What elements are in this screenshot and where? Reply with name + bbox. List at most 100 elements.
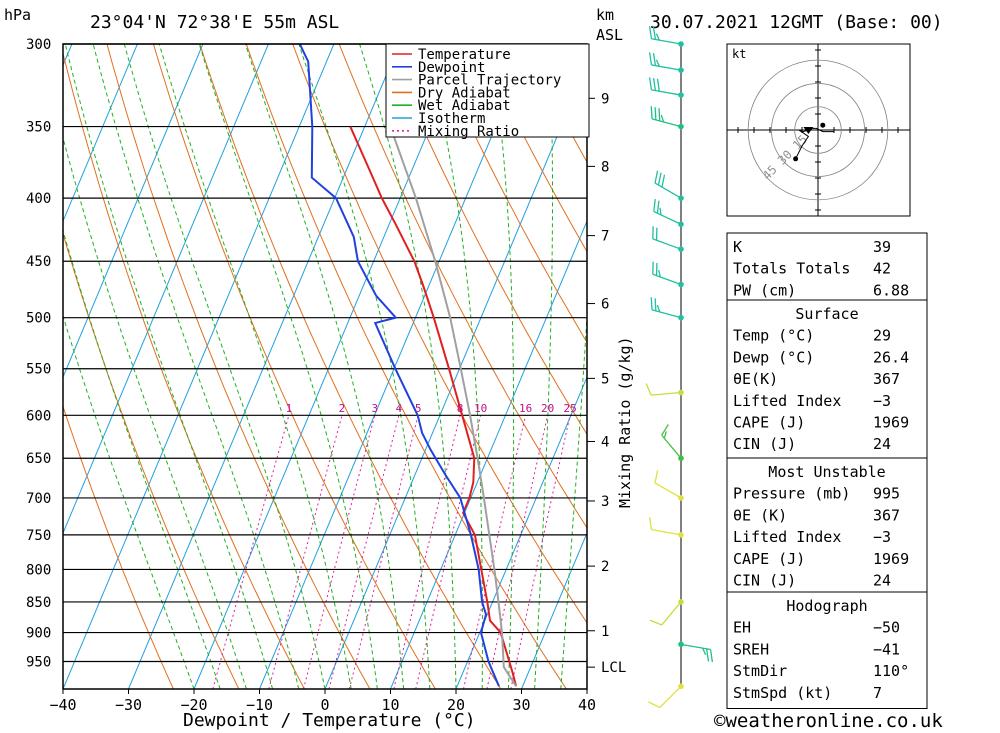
mixing-ratio-value-label: 4: [396, 402, 403, 415]
wind-barb-feather: [648, 26, 653, 39]
most-unstable-table-title: Most Unstable: [768, 463, 885, 481]
wind-barb-feather: [659, 207, 662, 216]
wind-barb-feather: [649, 619, 662, 626]
wind-barb-feather: [656, 78, 660, 92]
indices-table-row-value: 6.88: [873, 281, 909, 299]
wind-barb-feather: [654, 298, 657, 311]
most-unstable-table-row-label: Lifted Index: [733, 528, 841, 546]
mixing-ratio-value-label: 25: [563, 402, 576, 415]
wind-barb-feather: [650, 106, 653, 119]
wind-barb: [648, 683, 684, 709]
most-unstable-table-row-label: Pressure (mb): [733, 485, 850, 503]
pressure-label: 550: [26, 362, 51, 378]
wind-barb-feather: [654, 170, 659, 184]
legend-label: Mixing Ratio: [418, 124, 519, 140]
wind-barb-feather: [655, 33, 660, 41]
pressure-label: 800: [26, 562, 51, 578]
isotherm-line: [455, 375, 587, 689]
x-tick-label: −40: [49, 696, 76, 714]
series-dewpoint: [298, 44, 500, 687]
wind-barb: [648, 77, 684, 98]
wind-barb-shaft: [651, 89, 682, 96]
legend-label: Isotherm: [418, 111, 485, 127]
wind-barb-feather: [658, 108, 661, 121]
wind-barb-feather: [652, 26, 657, 40]
dry-adiabat-line: [292, 44, 587, 624]
hodograph-table-row-value: −50: [873, 619, 900, 637]
wind-barb-feather: [652, 53, 657, 66]
wind-barb-dot: [678, 67, 684, 73]
hodograph-table-row-value: 7: [873, 684, 882, 702]
wind-barb-feather: [709, 649, 714, 663]
wind-barb-dot: [678, 123, 684, 130]
wind-barb-dot: [678, 599, 684, 605]
series-parcel-trajectory: [389, 126, 517, 687]
hodograph-mean-wind-arrow: [803, 127, 814, 134]
wind-barb: [654, 470, 684, 501]
wind-barb-feather: [663, 431, 667, 439]
isotherm-line: [521, 531, 587, 689]
wind-barb: [645, 383, 684, 396]
pressure-label: 650: [26, 451, 51, 467]
surface-table-row-label: CAPE (J): [733, 414, 805, 432]
asl-unit-label: ASL: [596, 26, 623, 44]
mixing-ratio-value-label: 5: [415, 402, 422, 415]
wind-barb: [650, 297, 684, 321]
wind-barb-shaft: [653, 210, 682, 225]
pressure-unit-label: hPa: [4, 6, 31, 24]
isotherm-line: [63, 44, 269, 535]
mixing-ratio-value-label: 2: [339, 402, 346, 415]
hodograph-table-row-value: −41: [873, 640, 900, 658]
most-unstable-table-row-value: 367: [873, 506, 900, 524]
skewt-plot: [0, 43, 588, 690]
dry-adiabat-line: [63, 51, 305, 689]
wind-barb-feather: [661, 424, 669, 436]
wet-adiabat-line: [489, 44, 515, 689]
wind-barb-feather: [656, 200, 660, 214]
isotherm-line: [0, 44, 6, 689]
wind-barb-dot: [678, 683, 684, 690]
x-tick-label: −30: [115, 696, 142, 714]
pressure-label: 750: [26, 528, 51, 544]
km-tick-label: 9: [601, 91, 609, 107]
wind-barb-feather: [654, 470, 659, 484]
km-tick-label: 7: [601, 229, 609, 245]
mixing-ratio-line: [268, 415, 343, 689]
wind-barb: [650, 106, 684, 130]
wind-barb-feather: [648, 52, 653, 66]
mixing-ratio-value-label: 1: [286, 402, 293, 415]
wet-adiabat-line: [123, 44, 326, 689]
x-tick-label: 0: [320, 696, 329, 714]
hodograph-table-row-value: 110°: [873, 662, 909, 680]
indices-table-row-value: 39: [873, 238, 891, 256]
x-axis-label: Dewpoint / Temperature (°C): [183, 710, 476, 731]
wind-barb-feather: [657, 172, 662, 186]
pressure-label: 450: [26, 254, 51, 270]
wind-barb-feather: [652, 77, 657, 91]
wind-barb-shaft: [661, 601, 682, 626]
wind-barb-dot: [678, 195, 684, 201]
wind-barb-feather: [650, 297, 653, 310]
indices-table-row-label: PW (cm): [733, 281, 796, 299]
hodograph-table-row-label: EH: [733, 619, 751, 637]
isotherm-line: [63, 44, 138, 223]
wind-barb-feather: [705, 648, 710, 662]
hodograph-table-box: [726, 591, 928, 709]
wind-barb: [661, 424, 684, 462]
wind-barb-feather: [653, 198, 656, 212]
wind-barb: [648, 26, 684, 47]
surface-table-row-label: Dewp (°C): [733, 348, 814, 366]
pressure-label: 600: [26, 408, 51, 424]
mixing-ratio-line: [415, 415, 482, 689]
surface-table-row-value: 26.4: [873, 348, 909, 366]
mixing-ratio-line: [212, 415, 290, 689]
wind-barb-shaft: [652, 273, 682, 286]
wind-barb-shaft: [661, 434, 682, 459]
wind-barb-dot: [678, 41, 684, 47]
pressure-label: 850: [26, 595, 51, 611]
dry-adiabat-line: [152, 44, 436, 689]
wind-barb-shaft: [651, 391, 682, 396]
km-tick-label: 3: [601, 494, 609, 510]
surface-table-row-value: −3: [873, 392, 891, 410]
